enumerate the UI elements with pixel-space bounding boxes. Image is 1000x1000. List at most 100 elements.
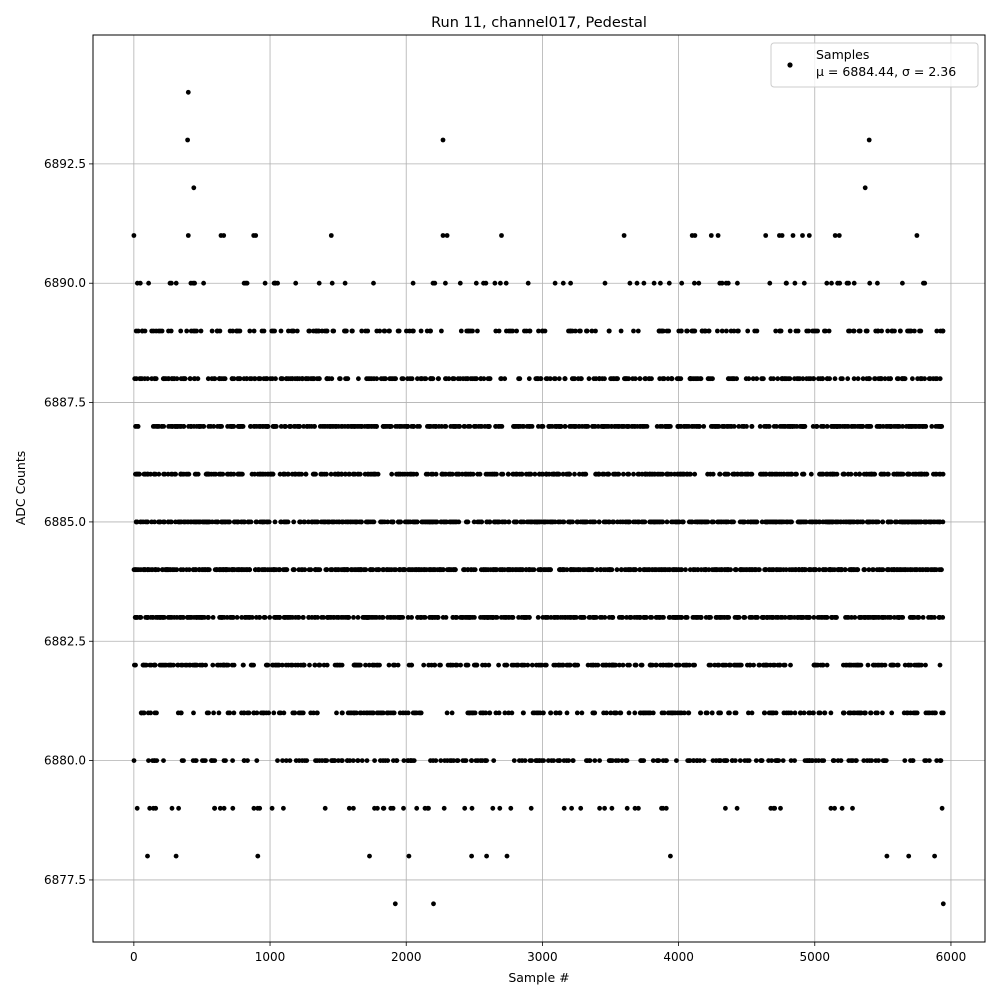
data-point [192,471,198,477]
data-point [300,615,306,620]
data-point [907,567,913,573]
data-point [369,424,375,429]
data-point [304,376,310,382]
data-point [534,662,539,668]
data-point [262,567,268,573]
data-point [310,376,316,382]
data-point [597,376,602,382]
data-point [824,280,830,286]
data-point [364,758,370,763]
data-point [754,328,760,334]
data-point [710,376,715,382]
data-point [815,328,820,334]
data-point [894,662,900,668]
data-point [731,471,737,477]
data-point [635,424,640,429]
data-point [131,758,137,763]
data-point [879,567,884,573]
data-point [216,710,222,716]
data-point [454,758,460,763]
data-point [500,471,506,477]
data-point [827,519,832,525]
data-point [510,615,516,620]
x-tick-label: 5000 [799,950,830,964]
data-point [236,424,242,429]
data-point [356,376,361,382]
data-point [714,424,719,429]
data-point [463,615,469,620]
data-point [905,519,911,525]
data-point [418,710,424,716]
data-point [429,519,435,525]
data-point [663,567,669,573]
data-point [807,615,812,620]
data-point [432,280,438,286]
data-point [418,328,424,334]
data-point [309,615,315,620]
data-point [316,662,322,668]
data-point [845,376,851,382]
data-point [145,853,150,859]
data-point [152,710,158,716]
data-point [722,567,727,573]
data-point [196,567,202,573]
data-point [205,376,211,382]
data-point [778,805,783,811]
data-point [654,424,660,429]
data-point [753,758,759,763]
data-point [637,615,643,620]
data-point [861,567,867,573]
x-axis: 0 1000 2000 3000 4000 5000 6000 [130,942,966,964]
data-point [797,424,803,429]
data-point [610,615,616,620]
data-point [836,233,842,238]
data-point [687,567,693,573]
data-point [816,710,822,716]
data-point [449,710,455,716]
data-point [275,280,280,286]
data-point [277,567,283,573]
data-point [579,710,585,716]
data-point [806,328,811,334]
data-point [380,376,386,382]
data-point [221,758,227,763]
data-point [161,519,166,525]
data-point [462,805,468,811]
data-point [763,233,769,238]
data-point [848,662,853,668]
data-point [842,471,847,477]
data-point [493,424,499,429]
data-point [351,615,356,620]
data-point [435,615,441,620]
data-point [636,471,642,477]
data-point [557,758,563,763]
data-point [458,662,463,668]
data-point [487,710,492,716]
data-point [622,376,628,382]
data-point [939,567,944,573]
data-point [374,662,380,668]
data-point [444,233,450,238]
data-point [153,376,159,382]
data-point [873,710,879,716]
data-point [287,424,293,429]
data-point [721,758,727,763]
data-point [685,471,690,477]
data-point [741,519,747,525]
data-point [218,424,223,429]
x-tick-label: 0 [130,950,138,964]
data-point [358,519,364,525]
data-point [351,805,356,811]
data-point [732,662,738,668]
data-point [290,615,295,620]
data-point [312,424,317,429]
data-point [515,662,521,668]
data-point [148,710,154,716]
data-point [806,233,812,238]
data-point [696,424,702,429]
data-point [198,328,204,334]
data-point [248,424,254,429]
data-point [443,376,448,382]
data-point [624,615,629,620]
data-point [842,424,847,429]
